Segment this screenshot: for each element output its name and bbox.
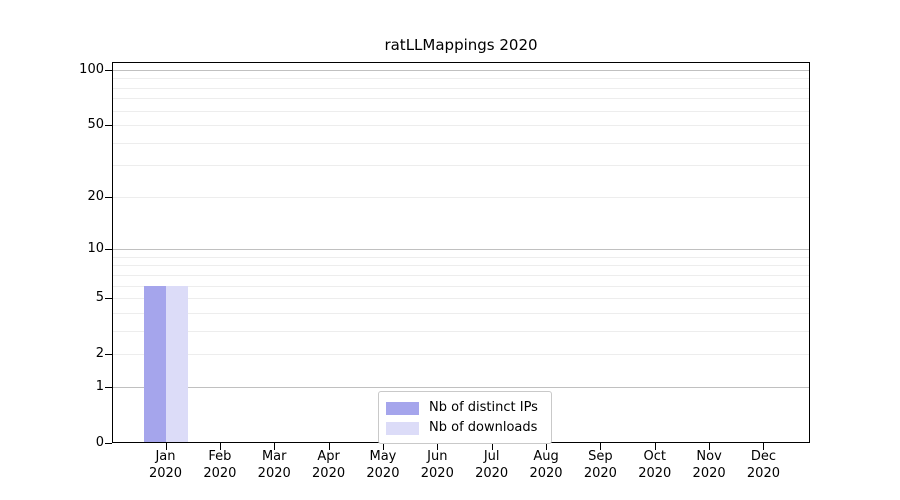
gridline-minor (113, 354, 809, 356)
x-tick-mark (546, 443, 548, 450)
legend-entry: Nb of distinct IPs (386, 398, 542, 418)
gridline-minor (113, 110, 809, 112)
x-tick-label: Mar 2020 (257, 449, 291, 481)
bar-nb-of-distinct-ips-jan (143, 285, 166, 443)
chart-title: ratLLMappings 2020 (384, 36, 538, 54)
gridline-minor (113, 298, 809, 300)
gridline-minor (113, 256, 809, 258)
gridline-minor (113, 274, 809, 276)
legend-label: Nb of downloads (429, 420, 538, 435)
y-tick-mark (105, 70, 112, 71)
x-tick-label: Apr 2020 (312, 449, 346, 481)
y-tick-label: 0 (95, 435, 104, 450)
x-tick-label: May 2020 (366, 449, 400, 481)
y-tick-label: 1 (95, 378, 104, 394)
gridline-major (113, 249, 809, 251)
y-tick-mark (105, 298, 112, 300)
legend-entry: Nb of downloads (386, 418, 542, 438)
y-tick-label: 50 (87, 117, 104, 133)
x-tick-label: Oct 2020 (638, 449, 672, 481)
gridline-minor (113, 87, 809, 89)
legend: Nb of distinct IPs Nb of downloads (378, 391, 552, 444)
x-tick-label: Aug 2020 (529, 449, 563, 481)
y-tick-label: 100 (79, 62, 104, 77)
x-tick-mark (600, 443, 602, 450)
gridline-minor (113, 165, 809, 167)
legend-swatch-nb-of-distinct-ips (386, 401, 419, 415)
y-tick-mark (105, 386, 112, 388)
x-tick-mark (709, 443, 711, 450)
gridline-minor (113, 78, 809, 80)
x-tick-label: Jan 2020 (148, 449, 183, 481)
y-tick-label: 2 (95, 346, 104, 362)
x-tick-label: Jun 2020 (420, 449, 454, 481)
gridline-minor (113, 312, 809, 314)
y-tick-mark (105, 125, 112, 127)
x-tick-mark (763, 443, 765, 450)
y-tick-label: 5 (95, 290, 104, 306)
gridline-major (113, 386, 809, 388)
gridline-minor (113, 330, 809, 332)
x-tick-mark (274, 443, 276, 450)
x-tick-mark (437, 443, 439, 450)
legend-swatch-nb-of-downloads (386, 421, 419, 435)
x-tick-label: Dec 2020 (746, 449, 780, 481)
x-tick-label: Nov 2020 (692, 449, 726, 481)
y-tick-mark (105, 443, 112, 444)
x-tick-label: Jul 2020 (475, 449, 509, 481)
gridline-major (113, 70, 809, 71)
x-tick-mark (654, 443, 656, 450)
plot-area (112, 62, 810, 443)
y-tick-label: 10 (87, 241, 104, 257)
y-tick-mark (105, 196, 112, 198)
x-tick-mark (165, 443, 167, 450)
x-tick-mark (491, 443, 493, 450)
gridline-minor (113, 196, 809, 198)
gridline-minor (113, 142, 809, 144)
gridline-minor (113, 98, 809, 100)
x-tick-mark (382, 443, 384, 450)
x-tick-mark (328, 443, 330, 450)
x-tick-label: Sep 2020 (583, 449, 617, 481)
y-tick-label: 20 (87, 188, 104, 204)
x-tick-label: Feb 2020 (203, 449, 237, 481)
x-tick-mark (219, 443, 221, 450)
y-tick-mark (105, 354, 112, 356)
gridline-minor (113, 265, 809, 267)
y-tick-mark (105, 249, 112, 251)
gridline-minor (113, 125, 809, 127)
bar-nb-of-downloads-jan (165, 285, 188, 443)
gridline-minor (113, 285, 809, 287)
legend-label: Nb of distinct IPs (429, 400, 538, 415)
